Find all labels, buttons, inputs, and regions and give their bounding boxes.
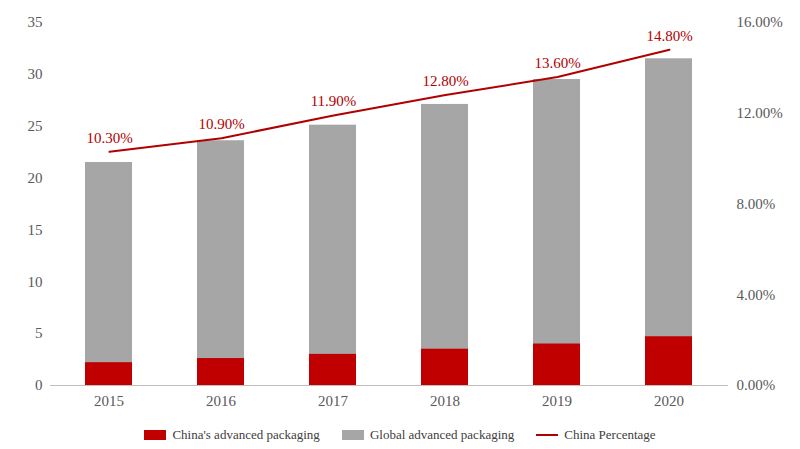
svg-text:2020: 2020 [654, 393, 684, 409]
svg-text:16.00%: 16.00% [737, 14, 783, 30]
svg-text:10.30%: 10.30% [86, 130, 132, 146]
svg-text:12.80%: 12.80% [422, 73, 468, 89]
svg-text:2017: 2017 [318, 393, 349, 409]
svg-text:20: 20 [28, 170, 43, 186]
html-text:Global advanced packaging: Global advanced packaging [369, 426, 515, 442]
svg-text:0: 0 [35, 377, 43, 393]
html-text:China Percentage: China Percentage [564, 426, 656, 442]
svg-text:2016: 2016 [206, 393, 237, 409]
svg-text:35: 35 [28, 14, 43, 30]
html-text:China's advanced packaging: China's advanced packaging [172, 426, 320, 442]
svg-text:2015: 2015 [94, 393, 124, 409]
svg-text:15: 15 [28, 222, 43, 238]
svg-text:5: 5 [35, 325, 43, 341]
svg-text:4.00%: 4.00% [737, 287, 776, 303]
svg-text:10.90%: 10.90% [198, 116, 244, 132]
svg-text:30: 30 [28, 66, 43, 82]
svg-text:11.90%: 11.90% [311, 93, 357, 109]
svg-text:14.80%: 14.80% [646, 28, 692, 44]
svg-text:8.00%: 8.00% [737, 196, 776, 212]
svg-text:2019: 2019 [542, 393, 572, 409]
svg-text:13.60%: 13.60% [534, 55, 580, 71]
svg-text:12.00%: 12.00% [737, 105, 783, 121]
svg-text:0.00%: 0.00% [737, 377, 776, 393]
svg-text:2018: 2018 [430, 393, 460, 409]
svg-text:25: 25 [28, 118, 43, 134]
svg-text:10: 10 [28, 274, 43, 290]
